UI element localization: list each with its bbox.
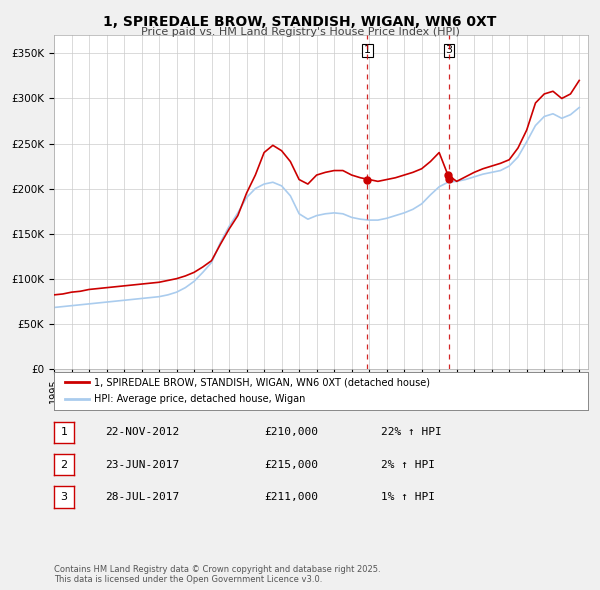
Text: 3: 3	[446, 45, 452, 55]
Text: 1: 1	[364, 45, 371, 55]
Text: 1% ↑ HPI: 1% ↑ HPI	[381, 492, 435, 502]
Text: Contains HM Land Registry data © Crown copyright and database right 2025.
This d: Contains HM Land Registry data © Crown c…	[54, 565, 380, 584]
Text: 22-NOV-2012: 22-NOV-2012	[105, 427, 179, 437]
Text: Price paid vs. HM Land Registry's House Price Index (HPI): Price paid vs. HM Land Registry's House …	[140, 27, 460, 37]
Text: 1, SPIREDALE BROW, STANDISH, WIGAN, WN6 0XT: 1, SPIREDALE BROW, STANDISH, WIGAN, WN6 …	[103, 15, 497, 29]
Text: HPI: Average price, detached house, Wigan: HPI: Average price, detached house, Wiga…	[94, 394, 305, 404]
Text: 3: 3	[61, 492, 67, 502]
Text: 1, SPIREDALE BROW, STANDISH, WIGAN, WN6 0XT (detached house): 1, SPIREDALE BROW, STANDISH, WIGAN, WN6 …	[94, 378, 430, 388]
Text: £215,000: £215,000	[264, 460, 318, 470]
Text: 23-JUN-2017: 23-JUN-2017	[105, 460, 179, 470]
Text: 22% ↑ HPI: 22% ↑ HPI	[381, 427, 442, 437]
Text: £210,000: £210,000	[264, 427, 318, 437]
Text: 28-JUL-2017: 28-JUL-2017	[105, 492, 179, 502]
Text: £211,000: £211,000	[264, 492, 318, 502]
Text: 2: 2	[61, 460, 67, 470]
Text: 2% ↑ HPI: 2% ↑ HPI	[381, 460, 435, 470]
Text: 1: 1	[61, 427, 67, 437]
